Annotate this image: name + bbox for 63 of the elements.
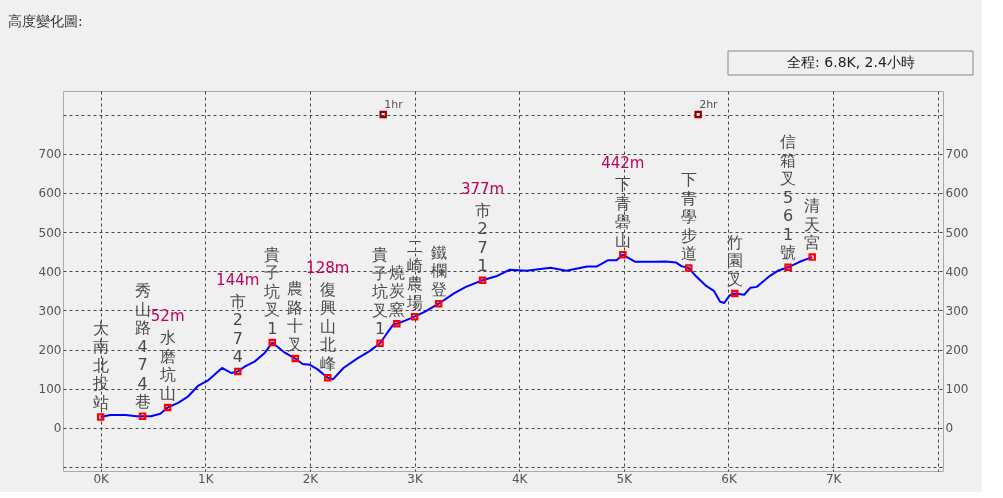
y-tick-label: 600 [38,186,62,201]
point [376,339,384,348]
point [808,253,816,261]
annotation: 信箱叉561號 [780,132,797,263]
x-tick-label: 6K [721,471,738,486]
y-tick-label: 200 [38,343,62,358]
annotation: 二崎農場 [405,237,423,312]
annotation: 鐵欄登 [430,242,447,299]
point [379,110,387,119]
x-tick-label: 7K [825,471,843,486]
point [268,338,277,347]
point [478,276,487,284]
y2-tick-label: 100 [945,382,969,397]
x-tick-label: 2K [302,471,320,486]
annotation: 市271 [474,200,491,276]
annotation: 貴子坑叉1 [371,245,389,339]
point [619,251,627,259]
annotation: 下青學步道 [680,170,697,264]
point [96,413,105,421]
point [784,263,792,272]
y2-tick-label: 400 [945,264,969,279]
annotation: 377m [460,179,505,198]
y2-tick-label: 600 [945,186,969,201]
x-tick-label: 1K [198,471,215,486]
y2-tick-label: 500 [945,225,969,240]
point [393,319,401,328]
point [291,354,300,363]
point [684,264,693,272]
point [410,312,419,321]
annotation: 清天宮 [804,196,821,253]
chart-subtitle: 全程: 6.8K, 2.4小時 [787,54,915,70]
annotation: 442m [601,154,645,173]
x-tick-label: 3K [407,471,424,486]
annotation: 復興山北峰 [319,279,336,373]
point [234,367,242,376]
y2-tick-label: 200 [945,343,969,358]
x-tick-label: 4K [511,471,529,486]
point [434,299,443,308]
point [138,412,147,420]
point [731,289,739,298]
annotation: 貴子坑叉1 [263,244,281,338]
y-tick-label: 500 [38,225,62,240]
y2-tick-label: 0 [945,421,954,436]
x-tick-label: 0K [93,471,111,486]
y-tick-label: 0 [53,421,62,436]
point [694,110,702,119]
annotation: 燒炭窯 [388,262,405,319]
point [163,403,172,412]
y-tick-label: 700 [38,147,62,162]
annotation: 144m [216,270,260,289]
annotation: 1hr [384,97,404,111]
y-tick-label: 100 [38,382,62,397]
y2-tick-label: 300 [945,303,969,318]
y2-tick-label: 700 [945,147,969,162]
x-tick-label: 5K [616,471,634,486]
y-tick-label: 300 [38,303,62,318]
annotation: 52m [150,307,185,326]
annotation: 農路十叉 [287,279,304,354]
point [323,374,332,382]
y-tick-label: 400 [38,264,62,279]
annotation: 128m [306,258,350,277]
chart-title: 高度變化圖: [8,12,83,29]
annotation: 2hr [699,97,719,111]
